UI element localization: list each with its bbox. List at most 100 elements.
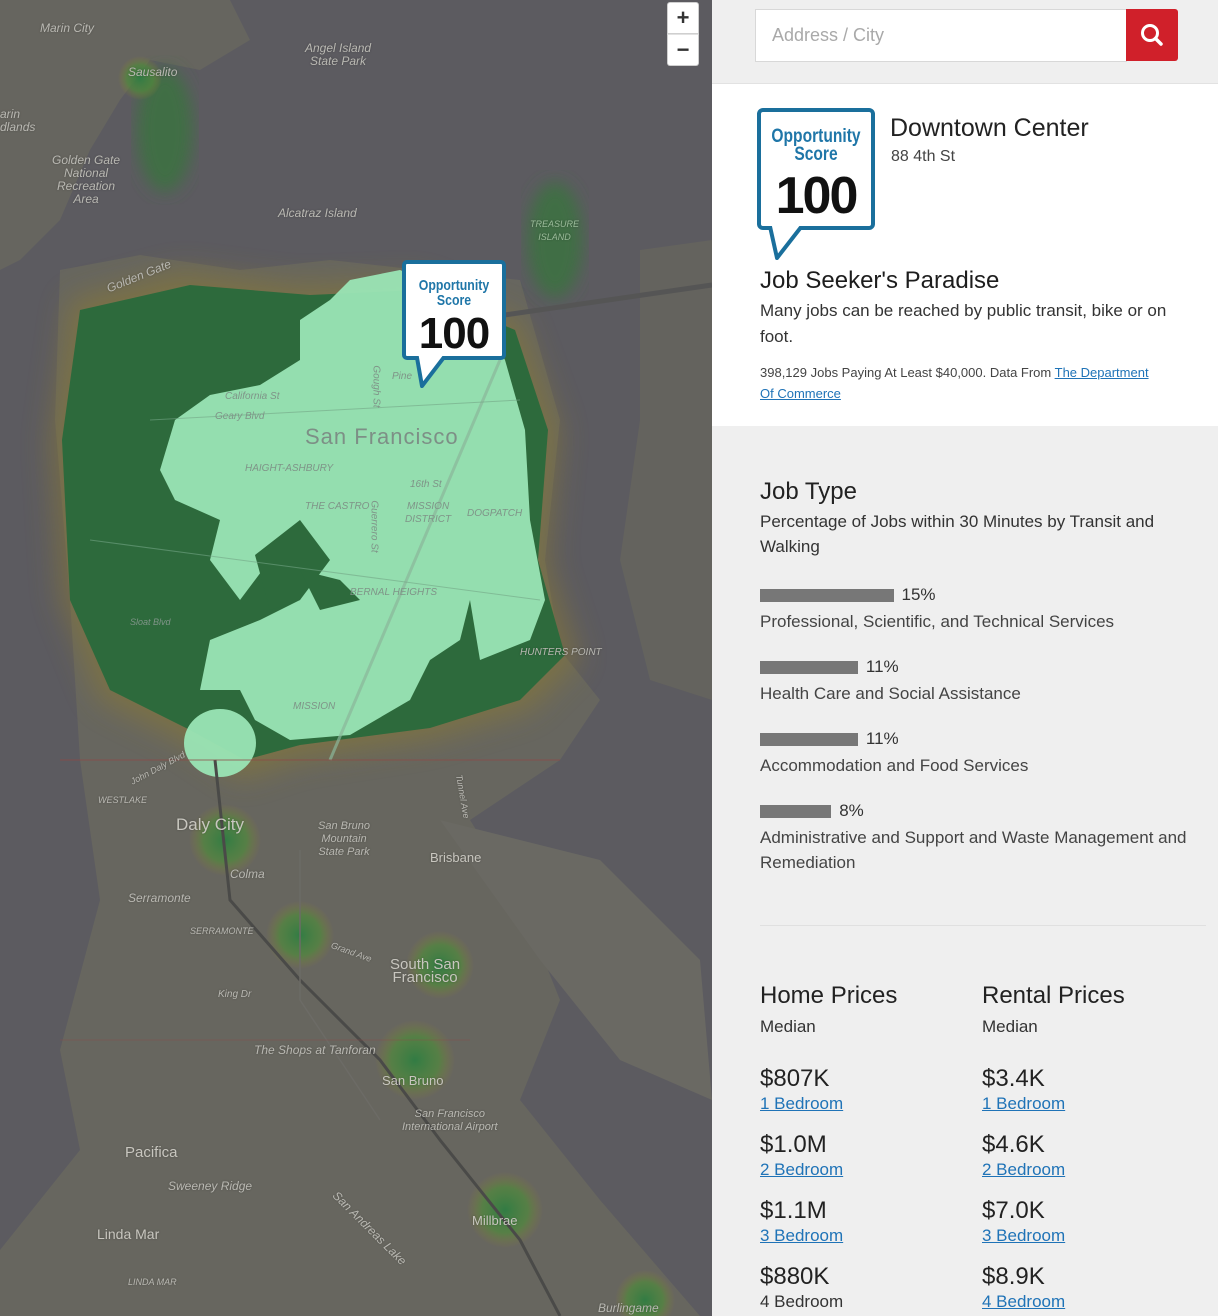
map-label: Pine xyxy=(392,371,413,382)
zoom-in-button[interactable]: + xyxy=(667,2,699,34)
search-button[interactable] xyxy=(1126,9,1178,61)
home-bedroom-link[interactable]: 3 Bedroom xyxy=(760,1226,844,1245)
home-price: $1.1M xyxy=(760,1197,827,1224)
job-bar xyxy=(760,804,832,818)
search-input[interactable] xyxy=(755,9,1127,62)
home-prices-title: Home Prices xyxy=(760,982,898,1009)
map-label: Burlingame xyxy=(598,1301,659,1315)
marker-tail xyxy=(414,352,454,388)
map-score-value: 100 xyxy=(418,309,490,358)
rental-bedroom-link[interactable]: 4 Bedroom xyxy=(982,1292,1066,1311)
map-label: Millbrae xyxy=(472,1213,518,1228)
home-bedroom-link[interactable]: 2 Bedroom xyxy=(760,1160,844,1179)
job-label: Professional, Scientific, and Technical … xyxy=(760,612,1115,631)
map-label: HAIGHT-ASHBURY xyxy=(245,463,334,474)
job-bar xyxy=(760,660,858,674)
map-label: SERRAMONTE xyxy=(190,926,254,936)
location-address: 88 4th St xyxy=(891,148,956,165)
map-label: arin dlands xyxy=(0,107,36,134)
map-label: LINDA MAR xyxy=(128,1277,177,1287)
map-label: Sloat Blvd xyxy=(130,617,171,627)
map-label: Sweeney Ridge xyxy=(168,1179,253,1193)
job-label: Health Care and Social Assistance xyxy=(760,684,1021,703)
map-label: Linda Mar xyxy=(97,1226,160,1242)
opportunity-area xyxy=(160,270,545,740)
home-price: $880K xyxy=(760,1263,830,1290)
map-label: TREASURE ISLAND xyxy=(530,219,580,242)
job-label: Administrative and Support and Waste Man… xyxy=(760,828,1187,872)
map[interactable]: Marin City Sausalito Angel Island State … xyxy=(0,0,712,1316)
map-label: Golden Gate National Recreation Area xyxy=(52,153,121,206)
rental-bedroom-link[interactable]: 2 Bedroom xyxy=(982,1160,1066,1179)
job-percent: 11% xyxy=(865,729,899,748)
opportunity-score-badge: Opportunity Score 100 xyxy=(757,108,875,260)
map-label: Marin City xyxy=(40,21,95,35)
map-label-city: San Francisco xyxy=(305,424,459,449)
map-label: Alcatraz Island xyxy=(278,206,357,220)
map-label: Geary Blvd xyxy=(215,411,265,422)
map-label: Sausalito xyxy=(128,65,178,79)
map-label: HUNTERS POINT xyxy=(520,647,602,658)
map-label: Serramonte xyxy=(128,891,191,905)
map-label: Guerrero St xyxy=(368,500,380,553)
job-percent: 11% xyxy=(865,657,899,676)
rental-price: $7.0K xyxy=(982,1197,1045,1224)
source-text: 398,129 Jobs Paying At Least $40,000. Da… xyxy=(760,365,1055,380)
home-bedroom-link[interactable]: 1 Bedroom xyxy=(760,1094,844,1113)
source-link[interactable]: The Department Of Commerce xyxy=(760,365,1149,401)
map-score-marker[interactable]: Opportunity Score 100 xyxy=(402,260,506,388)
rental-price: $4.6K xyxy=(982,1131,1045,1158)
rental-prices-sub: Median xyxy=(982,1017,1038,1036)
rental-prices-title: Rental Prices xyxy=(982,982,1125,1009)
home-price: $807K xyxy=(760,1065,830,1092)
map-label: WESTLAKE xyxy=(98,795,148,805)
map-label: San Bruno xyxy=(382,1073,444,1088)
section-divider xyxy=(760,925,1206,926)
search-bar xyxy=(712,0,1218,84)
map-label: Colma xyxy=(230,867,265,881)
map-label: South San Francisco xyxy=(390,956,461,986)
score-description: Many jobs can be reached by public trans… xyxy=(760,301,1167,346)
map-label: DOGPATCH xyxy=(467,508,523,519)
score-headline: Job Seeker's Paradise xyxy=(760,267,1000,294)
map-label: BERNAL HEIGHTS xyxy=(350,587,438,598)
search-icon xyxy=(1141,24,1163,46)
map-label: THE CASTRO xyxy=(305,501,370,512)
job-type-row: 8% Administrative and Support and Waste … xyxy=(760,801,1210,875)
map-label: King Dr xyxy=(218,989,252,1000)
score-label: Opportunity Score xyxy=(771,126,861,165)
rental-price: $8.9K xyxy=(982,1263,1045,1290)
score-value: 100 xyxy=(775,167,859,225)
summary-card: Opportunity Score 100 Downtown Center 88 … xyxy=(712,84,1218,426)
home-price: $1.0M xyxy=(760,1131,827,1158)
map-canvas[interactable] xyxy=(0,0,712,1316)
map-label: San Francisco International Airport xyxy=(402,1108,498,1133)
map-label: Brisbane xyxy=(430,850,482,865)
job-bar xyxy=(760,588,894,602)
job-type-row: 15% Professional, Scientific, and Techni… xyxy=(760,585,1210,634)
home-prices-sub: Median xyxy=(760,1017,816,1036)
map-label: San Bruno Mountain State Park xyxy=(318,820,370,858)
job-bar xyxy=(760,732,858,746)
job-type-row: 11% Health Care and Social Assistance xyxy=(760,657,1210,706)
map-label: MISSION DISTRICT xyxy=(405,501,452,525)
rental-bedroom-link[interactable]: 1 Bedroom xyxy=(982,1094,1066,1113)
map-label: Daly City xyxy=(176,815,245,834)
job-percent: 15% xyxy=(901,585,936,604)
marin-land xyxy=(0,0,250,270)
map-label: Gough St xyxy=(370,365,382,408)
map-label: Pacifica xyxy=(125,1144,178,1161)
rental-bedroom-link[interactable]: 3 Bedroom xyxy=(982,1226,1066,1245)
job-type-row: 11% Accommodation and Food Services xyxy=(760,729,1210,778)
east-land xyxy=(620,240,712,700)
map-label: The Shops at Tanforan xyxy=(254,1043,376,1057)
job-label: Accommodation and Food Services xyxy=(760,756,1029,775)
job-type-subtitle: Percentage of Jobs within 30 Minutes by … xyxy=(760,512,1155,556)
map-label: 16th St xyxy=(410,479,442,490)
map-label: Angel Island State Park xyxy=(305,41,372,68)
job-percent: 8% xyxy=(839,801,864,820)
badge-tail xyxy=(767,222,813,260)
zoom-out-button[interactable]: − xyxy=(667,34,699,66)
map-label: California St xyxy=(225,391,280,402)
